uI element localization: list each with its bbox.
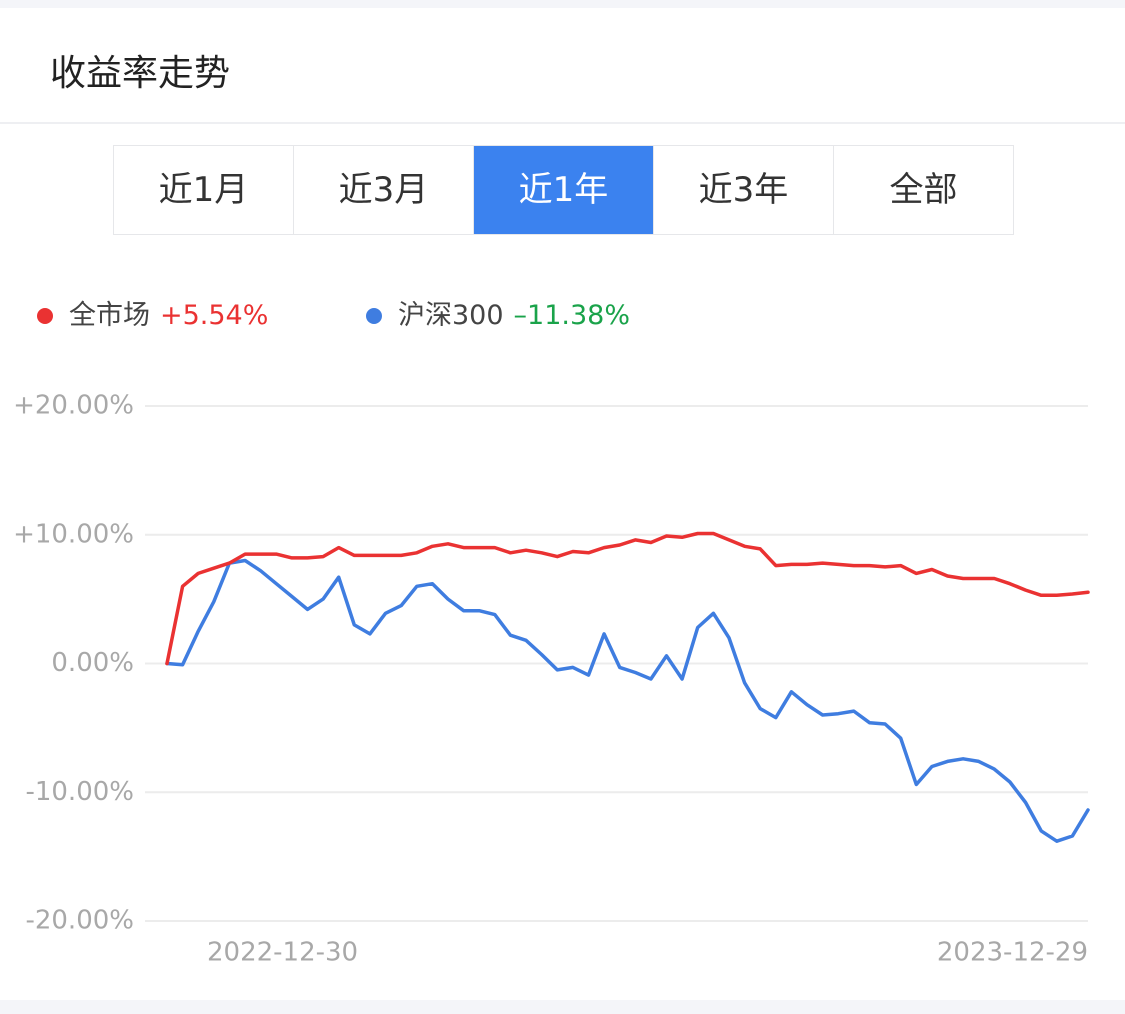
y-tick-label: 0.00% xyxy=(51,648,134,678)
tab-bar: 近1月 近3月 近1年 近3年 全部 xyxy=(113,145,1014,235)
page-title: 收益率走势 xyxy=(50,53,231,94)
y-tick-label: +10.00% xyxy=(13,519,134,549)
divider xyxy=(0,122,1125,124)
series-line xyxy=(165,531,1090,666)
tab[interactable]: 近3年 xyxy=(654,146,834,234)
card: 收益率走势 近1月 近3月 近1年 近3年 全部 xyxy=(0,8,1125,1000)
tab[interactable]: 全部 xyxy=(889,170,958,210)
x-tick-label: 2022-12-30 xyxy=(207,938,358,968)
legend-marker xyxy=(366,308,382,324)
x-tick-label: 2023-12-29 xyxy=(937,938,1088,968)
legend-entry: 沪深300 –11.38% xyxy=(398,300,630,331)
legend-marker xyxy=(37,308,53,324)
legend-value: +5.54% xyxy=(160,300,268,331)
y-tick-label: -10.00% xyxy=(25,777,134,807)
legend-name: 沪深300 xyxy=(398,300,504,331)
tab[interactable]: 近1年 xyxy=(474,146,654,234)
y-tick-label: -20.00% xyxy=(25,906,134,936)
tab[interactable]: 近3月 xyxy=(294,146,474,234)
tab[interactable]: 近1月 xyxy=(114,146,294,234)
y-tick-label: +20.00% xyxy=(13,391,134,421)
legend-name: 全市场 xyxy=(69,300,150,331)
series-line xyxy=(165,558,1090,843)
legend-entry: 全市场 +5.54% xyxy=(69,300,268,331)
legend-value: –11.38% xyxy=(514,300,630,331)
